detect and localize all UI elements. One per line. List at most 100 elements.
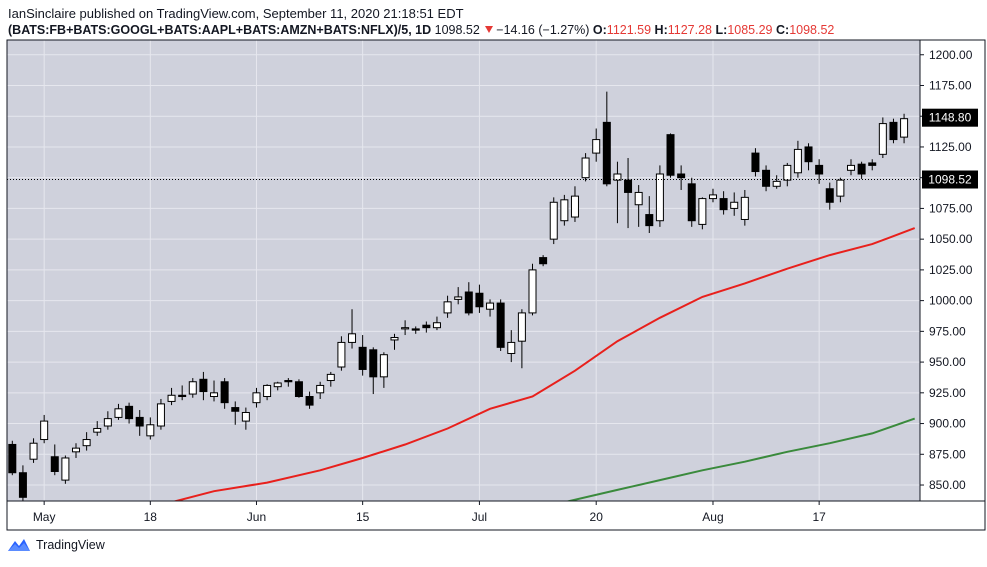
candle-body (178, 394, 187, 398)
candle-body (82, 439, 91, 447)
x-tick-label: 18 (144, 510, 158, 524)
candle-body (783, 164, 792, 181)
candle-body (369, 349, 378, 378)
candle-body (125, 405, 134, 420)
y-tick-label: 1075.00 (929, 201, 973, 215)
candle-body (878, 123, 887, 155)
candle-body (496, 302, 505, 348)
candle-body (114, 408, 123, 418)
candle-body (401, 327, 410, 330)
candle-body (210, 392, 219, 398)
candle-body (645, 214, 654, 227)
y-tick-label: 950.00 (929, 355, 966, 369)
y-tick-label: 875.00 (929, 447, 966, 461)
y-tick-label: 975.00 (929, 324, 966, 338)
publisher-line: IanSinclaire published on TradingView.co… (8, 6, 464, 21)
last-price-tag: 1098.52 (928, 173, 972, 187)
candle-body (793, 148, 802, 174)
candle-body (677, 173, 686, 179)
candle-body (167, 394, 176, 402)
candle-body (687, 183, 696, 222)
moving-average-slow-line (565, 417, 916, 501)
tradingview-logo-icon (8, 539, 30, 551)
candle-body (103, 418, 112, 427)
y-tick-label: 1025.00 (929, 263, 973, 277)
candle-body (857, 163, 866, 175)
candle-body (156, 403, 165, 427)
candle-body (146, 424, 155, 437)
y-tick-label: 900.00 (929, 417, 966, 431)
y-tick-label: 850.00 (929, 478, 966, 492)
candle-body (666, 134, 675, 176)
candle-body (50, 456, 59, 472)
candle-body (740, 196, 749, 220)
candle-body (613, 173, 622, 181)
x-tick-label: May (33, 510, 56, 524)
candle-body (815, 164, 824, 175)
candle-body (475, 292, 484, 308)
y-tick-label: 925.00 (929, 386, 966, 400)
candle-body (220, 381, 229, 404)
candle-body (730, 201, 739, 209)
candle-body (549, 201, 558, 240)
candle-body (390, 336, 399, 341)
candle-body (316, 384, 325, 394)
candle-body (358, 346, 367, 370)
x-tick-label: 20 (590, 510, 604, 524)
open-label: O: (592, 23, 607, 37)
candle-body (539, 257, 548, 265)
moving-average-fast-line (172, 227, 916, 501)
candle-body (432, 322, 441, 329)
candle-body (199, 378, 208, 393)
tradingview-branding[interactable]: TradingView (7, 538, 105, 552)
candle-body (188, 381, 197, 395)
candle-body (836, 179, 845, 197)
symbol-line: (BATS:FB+BATS:GOOGL+BATS:AAPL+BATS:AMZN+… (8, 22, 834, 39)
candle-body (411, 328, 420, 331)
y-tick-label: 1125.00 (929, 140, 972, 154)
candle-body (507, 341, 516, 354)
candle-body (804, 146, 813, 163)
last-price: 1098.52 (434, 23, 480, 37)
candle-body (592, 139, 601, 154)
candle-body (294, 381, 303, 398)
candle-body (624, 179, 633, 193)
candle-body (708, 194, 717, 200)
candle-body (29, 442, 38, 460)
candle-body (528, 269, 537, 314)
candle-body (241, 411, 250, 422)
candle-body (72, 447, 81, 453)
candle-body (762, 169, 771, 187)
candle-body (889, 121, 898, 141)
candle-body (18, 472, 27, 498)
candle-body (8, 443, 17, 474)
price-change: −14.16 (−1.27%) (496, 23, 590, 37)
candle-body (464, 291, 473, 314)
candle-body (581, 157, 590, 179)
candle-body (868, 162, 877, 166)
down-arrow-icon (485, 26, 494, 33)
y-tick-label: 1050.00 (929, 232, 973, 246)
candle-body (602, 121, 611, 185)
close-label: C: (775, 23, 790, 37)
candle-body (305, 396, 314, 406)
candle-body (379, 354, 388, 378)
candle-body (846, 164, 855, 171)
candle-body (263, 384, 272, 398)
candle-body (655, 173, 664, 222)
x-tick-label: 15 (356, 510, 370, 524)
x-tick-label: Aug (702, 510, 723, 524)
candle-body (570, 195, 579, 218)
candle-body (40, 420, 49, 441)
candle-body (135, 416, 144, 427)
candle-body (273, 382, 282, 388)
candle-body (825, 188, 834, 203)
candle-body (698, 198, 707, 225)
candle-body (422, 324, 431, 329)
y-tick-label: 1175.00 (929, 78, 972, 92)
candle-body (900, 118, 909, 138)
candle-body (772, 180, 781, 187)
candle-body (751, 152, 760, 173)
symbol-name[interactable]: (BATS:FB+BATS:GOOGL+BATS:AAPL+BATS:AMZN+… (8, 23, 432, 37)
